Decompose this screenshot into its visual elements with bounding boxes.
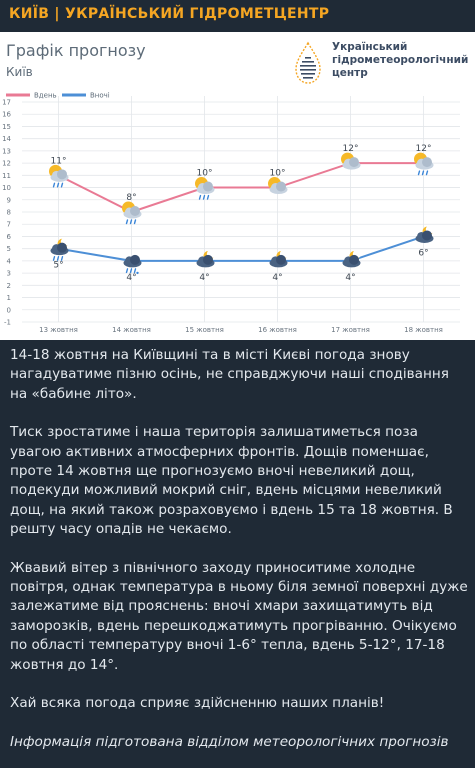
- post-paragraph-2: Тиск зростатиме і наша територія залишат…: [10, 424, 453, 538]
- moon-cloud-icon: [196, 249, 216, 268]
- night-value-label: 4°: [345, 273, 355, 283]
- legend-label: Вдень: [34, 92, 57, 100]
- water-drop-logo-icon: [295, 41, 321, 84]
- sun-cloud-rain-icon: [195, 177, 215, 200]
- logo-text: Український гідрометеорологічний центр: [332, 41, 468, 80]
- x-tick-label: 15 жовтня: [185, 326, 224, 334]
- moon-cloud-rain-icon: [50, 237, 70, 261]
- logo-line-2: гідрометеорологічний: [332, 54, 469, 66]
- y-tick-label: 4: [7, 257, 12, 265]
- post-paragraph-1: 14-18 жовтня на Київщині та в місті Києв…: [10, 347, 449, 402]
- chart-title: Графік прогнозу: [6, 41, 146, 60]
- channel-header: КИЇВ | УКРАЇНСЬКИЙ ГІДРОМЕТЦЕНТР: [0, 0, 475, 32]
- post-paragraph-5: Інформація підготована відділом метеорол…: [10, 733, 449, 750]
- cloud-rain-snow-icon: [123, 254, 142, 275]
- post-paragraph-3: Жвавий вітер з північного заходу приноси…: [10, 559, 468, 673]
- x-tick-label: 18 жовтня: [404, 326, 443, 334]
- x-tick-label: 13 жовтня: [39, 326, 78, 334]
- y-tick-label: 5: [7, 245, 11, 253]
- y-tick-label: 13: [2, 147, 11, 155]
- channel-title: КИЇВ | УКРАЇНСЬКИЙ ГІДРОМЕТЦЕНТР: [9, 6, 330, 22]
- sun-cloud-icon: [341, 152, 361, 170]
- y-tick-label: 1: [7, 294, 11, 302]
- moon-cloud-icon: [269, 249, 289, 268]
- sun-cloud-icon: [268, 177, 288, 195]
- night-value-label: 4°: [199, 273, 209, 283]
- night-value-label: 6°: [418, 248, 428, 258]
- post-text: 14-18 жовтня на Київщині та в місті Києв…: [10, 346, 468, 752]
- chart-subtitle: Київ: [6, 65, 33, 79]
- day-value-label: 12°: [343, 144, 359, 154]
- day-value-label: 12°: [416, 144, 432, 154]
- day-value-label: 10°: [270, 169, 286, 179]
- moon-cloud-icon: [415, 225, 435, 243]
- y-tick-label: 9: [7, 196, 11, 204]
- moon-cloud-icon: [342, 249, 362, 268]
- y-tick-label: -1: [4, 319, 11, 327]
- day-value-label: 11°: [51, 156, 67, 166]
- day-series-line: [58, 162, 424, 214]
- y-tick-label: 11: [2, 172, 11, 180]
- day-value-label: 8°: [126, 193, 136, 203]
- y-tick-label: 16: [2, 111, 11, 119]
- logo-line-3: центр: [332, 67, 368, 79]
- post-paragraph-4: Хай всяка погода сприяє здійсненню наших…: [10, 695, 385, 712]
- y-tick-label: 10: [2, 184, 11, 192]
- forecast-chart-panel: -1 0 1 2 3 4 5 6 7 8 9 10 11 12 13 14 15 16 17 13 жовтня 14 …: [0, 32, 475, 340]
- y-tick-label: 3: [7, 270, 11, 278]
- y-tick-label: 8: [7, 209, 11, 217]
- y-tick-label: 17: [2, 99, 11, 107]
- day-value-label: 10°: [197, 169, 213, 179]
- y-tick-label: 6: [7, 233, 12, 241]
- y-tick-label: 2: [7, 282, 11, 290]
- x-tick-label: 14 жовтня: [112, 326, 151, 334]
- x-tick-label: 17 жовтня: [331, 326, 370, 334]
- night-value-label: 5°: [53, 261, 63, 271]
- y-tick-label: 7: [7, 221, 11, 229]
- logo-line-1: Український: [332, 41, 408, 53]
- x-tick-label: 16 жовтня: [258, 326, 297, 334]
- night-series-line: [58, 235, 424, 262]
- y-tick-label: 12: [2, 160, 11, 168]
- night-value-label: 4°: [272, 273, 282, 283]
- sun-cloud-rain-icon: [414, 152, 434, 176]
- y-tick-label: 14: [2, 135, 11, 143]
- sun-cloud-rain-icon: [49, 164, 69, 188]
- sun-cloud-rain-icon: [122, 201, 142, 225]
- legend-label: Вночі: [90, 92, 110, 100]
- y-tick-label: 0: [7, 306, 11, 314]
- night-value-label: 4°: [126, 273, 136, 283]
- y-tick-label: 15: [2, 123, 11, 131]
